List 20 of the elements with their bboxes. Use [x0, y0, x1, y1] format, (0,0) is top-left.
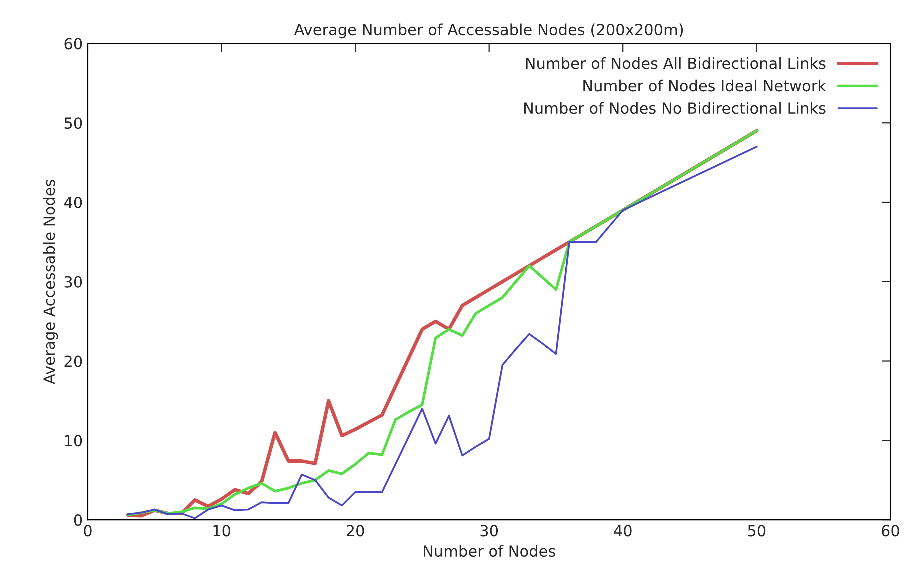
y-tick-label: 30 — [64, 276, 82, 288]
y-tick-label: 0 — [74, 514, 82, 526]
x-tick-label: 0 — [84, 525, 92, 537]
x-tick-label: 30 — [480, 525, 498, 537]
y-tick-label: 20 — [64, 356, 82, 368]
y-tick-label: 60 — [64, 38, 82, 50]
x-tick-label: 60 — [882, 525, 900, 537]
x-tick-label: 20 — [346, 525, 364, 537]
x-tick-label: 50 — [748, 525, 766, 537]
y-tick-label: 10 — [65, 435, 82, 447]
x-tick-label: 40 — [614, 525, 632, 537]
chart-title: Average Number of Accessable Nodes (200x200m) — [294, 24, 684, 39]
x-axis-title: Number of Nodes — [424, 545, 556, 558]
x-tick-label: 10 — [214, 525, 230, 537]
y-tick-label: 50 — [64, 118, 82, 130]
y-axis-title: Average Accessable Nodes — [43, 180, 58, 384]
legend-label: Number of Nodes Ideal Network — [584, 80, 826, 92]
y-tick-label: 40 — [64, 196, 82, 209]
legend-label: Number of Nodes No Bidirectional Links — [524, 102, 826, 114]
legend-label: Number of Nodes All Bidirectional Links — [526, 57, 826, 70]
